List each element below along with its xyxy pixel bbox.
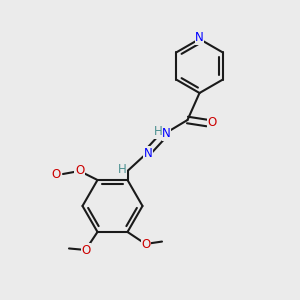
Text: O: O — [141, 238, 150, 251]
Text: N: N — [162, 127, 171, 140]
Text: N: N — [143, 147, 152, 160]
Text: O: O — [208, 116, 217, 130]
Text: N: N — [195, 31, 204, 44]
Text: O: O — [51, 168, 61, 181]
Text: O: O — [75, 164, 84, 177]
Text: H: H — [118, 163, 127, 176]
Text: O: O — [75, 164, 84, 178]
Text: O: O — [82, 244, 91, 257]
Text: H: H — [154, 125, 163, 139]
